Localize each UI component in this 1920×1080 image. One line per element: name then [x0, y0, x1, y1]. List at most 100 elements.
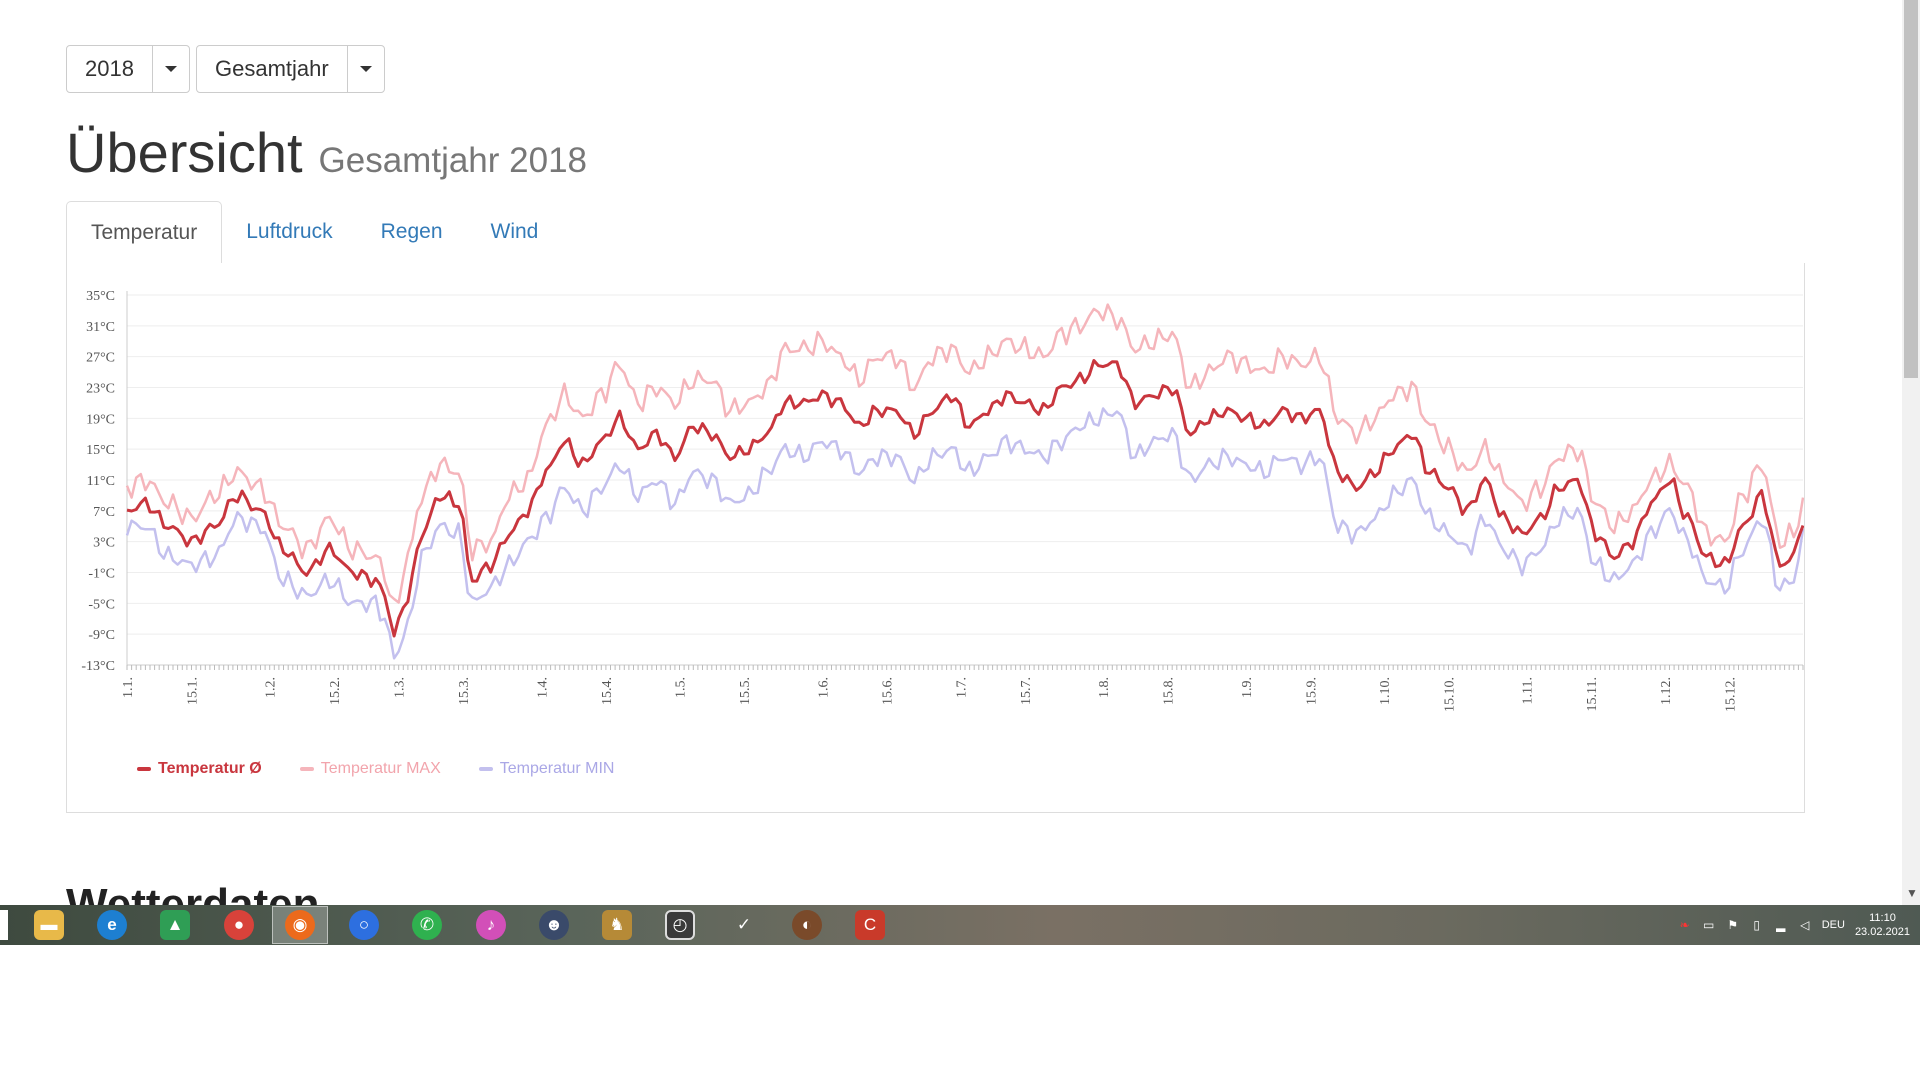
tab-luftdruck[interactable]: Luftdruck	[246, 220, 333, 243]
x-tick-label: 1.3.	[393, 677, 408, 698]
period-dropdown-button[interactable]: Gesamtjahr	[196, 45, 385, 93]
y-tick-label: 31°C	[86, 320, 115, 335]
x-tick-label: 1.12.	[1659, 677, 1674, 705]
y-tick-label: -9°C	[88, 628, 115, 643]
legend-item-avg[interactable]: Temperatur Ø	[137, 760, 262, 778]
x-tick-label: 1.6.	[816, 677, 831, 698]
period-select[interactable]: Gesamtjahr	[196, 45, 385, 95]
legend-swatch-max	[299, 767, 314, 771]
browser-viewport: 2018 Gesamtjahr Übersicht Gesamtjahr 201…	[66, 45, 1805, 905]
x-tick-label: 15.5.	[738, 677, 753, 705]
y-tick-label: 35°C	[86, 289, 115, 304]
battery-icon[interactable]: ▯	[1753, 918, 1760, 932]
x-tick-label: 1.4.	[535, 677, 550, 698]
x-tick-label: 15.1.	[185, 677, 200, 705]
page-scrollbar[interactable]: ▼	[1902, 0, 1920, 905]
app-icon[interactable]: ☻	[539, 910, 569, 940]
series-line-max[interactable]	[125, 303, 1804, 604]
google-drive-icon[interactable]: ▲	[160, 910, 190, 940]
x-tick-label: 15.10.	[1442, 677, 1457, 712]
page-title: Übersicht	[66, 121, 303, 184]
x-tick-label: 1.7.	[954, 677, 969, 698]
year-dropdown-button[interactable]: 2018	[66, 45, 190, 93]
x-tick-label: 15.9.	[1304, 677, 1319, 705]
internet-explorer-icon[interactable]: e	[97, 910, 127, 940]
language-indicator[interactable]: DEU	[1821, 919, 1845, 931]
x-tick-label: 15.4.	[600, 677, 615, 705]
x-tick-label: 15.6.	[881, 677, 896, 705]
itunes-icon[interactable]: ♪	[476, 910, 506, 940]
flag-icon[interactable]: ⚑	[1727, 918, 1739, 932]
empty-area	[0, 945, 1920, 1080]
signal-icon[interactable]: ○	[349, 910, 379, 940]
legend-swatch-avg	[137, 767, 151, 771]
clock-date: 23.02.2021	[1854, 926, 1910, 938]
start-icon[interactable]	[0, 910, 8, 940]
game-icon[interactable]: ♞	[602, 910, 632, 940]
y-tick-label: 23°C	[86, 382, 115, 397]
x-tick-label: 1.10.	[1378, 677, 1393, 705]
app-icon[interactable]: ✓	[736, 915, 752, 934]
x-tick-label: 1.2.	[264, 677, 279, 698]
y-tick-label: -13°C	[81, 659, 115, 674]
scrollbar-thumb[interactable]	[1904, 0, 1918, 378]
x-tick-label: 1.5.	[674, 677, 689, 698]
x-tick-label: 15.7.	[1019, 677, 1034, 705]
y-tick-label: 11°C	[87, 474, 115, 489]
volume-icon[interactable]: ◁	[1800, 918, 1810, 932]
firefox-icon[interactable]: ◉	[285, 910, 315, 940]
legend-label-max: Temperatur MAX	[320, 760, 441, 777]
legend-label-avg: Temperatur Ø	[158, 760, 262, 777]
system-tray: ❧ ▭ ⚑ ▯ ▂ ◁ DEU 11:10 23.02.2021	[1678, 905, 1910, 945]
ccleaner-icon[interactable]: C	[855, 910, 885, 940]
legend-swatch-min	[478, 767, 493, 771]
clock-time: 11:10	[1869, 912, 1896, 924]
y-tick-label: -1°C	[88, 567, 115, 582]
app-icon[interactable]: ◐	[792, 910, 822, 940]
acrobat-icon[interactable]: ❧	[1679, 918, 1690, 932]
x-tick-label: 1.1.	[121, 677, 136, 698]
chart-legend: Temperatur Ø Temperatur MAX Temperatur M…	[137, 760, 614, 778]
x-tick-label: 1.8.	[1097, 677, 1112, 698]
tab-wind[interactable]: Wind	[490, 220, 539, 243]
scroll-down-arrow-icon[interactable]: ▼	[1906, 886, 1918, 900]
chrome-icon[interactable]: ●	[224, 910, 254, 940]
x-axis-minor-ticks	[126, 665, 1804, 670]
section-heading-wetterdaten: Wetterdaten	[66, 880, 320, 905]
windows-taskbar: ▬ e ▲ ● ◉ ○ ✆ ♪ ☻ ♞ ◴ ✓ ◐ C ❧ ▭ ⚑ ▯ ▂ ◁ …	[0, 905, 1920, 945]
caret-down-icon[interactable]	[153, 46, 189, 92]
x-tick-label: 15.11.	[1585, 677, 1600, 711]
temperature-chart: 35°C 31°C 27°C 23°C 19°C 15°C 11°C 7°C 3°C -1°C -5…	[81, 289, 1804, 712]
legend-item-max[interactable]: Temperatur MAX	[299, 760, 441, 778]
temperature-chart-panel: 35°C 31°C 27°C 23°C 19°C 15°C 11°C 7°C 3°C -1°C -5…	[66, 263, 1805, 813]
file-explorer-icon[interactable]: ▬	[34, 910, 64, 940]
clock[interactable]: 11:10 23.02.2021	[1855, 911, 1910, 939]
series-line-avg[interactable]	[126, 359, 1804, 638]
year-value: 2018	[67, 46, 153, 92]
tab-regen[interactable]: Regen	[380, 220, 443, 243]
whatsapp-icon[interactable]: ✆	[412, 910, 442, 940]
y-tick-label: 19°C	[86, 412, 115, 427]
y-tick-label: 27°C	[86, 351, 115, 366]
x-tick-label: 15.12.	[1723, 677, 1738, 712]
page-header: Übersicht Gesamtjahr 2018	[66, 120, 587, 185]
x-tick-label: 15.3.	[457, 677, 472, 705]
x-tick-label: 1.11.	[1521, 677, 1536, 704]
legend-item-min[interactable]: Temperatur MIN	[478, 760, 615, 778]
tab-temperatur[interactable]: Temperatur	[66, 201, 223, 264]
year-select[interactable]: 2018	[66, 45, 190, 95]
period-value: Gesamtjahr	[197, 46, 348, 92]
y-tick-label: -5°C	[88, 597, 115, 612]
y-tick-label: 15°C	[86, 443, 115, 458]
x-tick-label: 15.8.	[1162, 677, 1177, 705]
monitor-icon[interactable]: ▭	[1703, 918, 1715, 932]
tab-bar: Temperatur Luftdruck Regen Wind	[66, 201, 1805, 264]
app-icon[interactable]: ◴	[665, 910, 695, 940]
y-tick-label: 3°C	[93, 536, 115, 551]
series-line-min[interactable]	[125, 407, 1804, 660]
x-tick-label: 1.9.	[1240, 677, 1255, 698]
legend-label-min: Temperatur MIN	[499, 760, 615, 777]
signal-strength-icon[interactable]: ▂	[1776, 918, 1786, 932]
x-tick-label: 15.2.	[328, 677, 343, 705]
caret-down-icon[interactable]	[348, 46, 384, 92]
